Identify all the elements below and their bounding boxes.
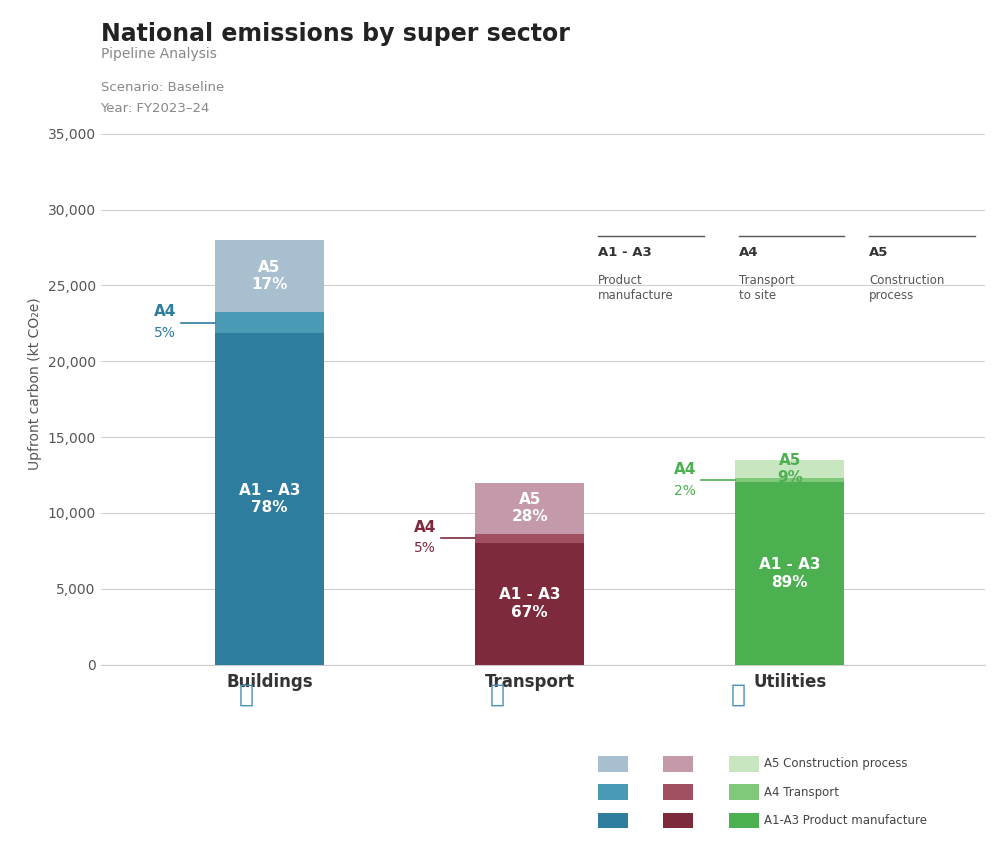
Text: A1-A3 Product manufacture: A1-A3 Product manufacture: [764, 814, 927, 828]
Text: A4: A4: [673, 462, 696, 477]
Text: 2%: 2%: [674, 483, 696, 498]
Text: Transport
to site: Transport to site: [739, 274, 794, 302]
Text: Product
manufacture: Product manufacture: [598, 274, 673, 302]
Text: A4 Transport: A4 Transport: [764, 785, 839, 799]
Bar: [215, 312, 325, 333]
Text: A5
28%: A5 28%: [512, 492, 548, 524]
Text: A5
9%: A5 9%: [777, 453, 803, 485]
Text: 🏢: 🏢: [239, 683, 253, 707]
Text: National emissions by super sector: National emissions by super sector: [100, 22, 570, 46]
Bar: [475, 533, 584, 543]
Text: 5%: 5%: [414, 541, 436, 556]
Text: A4: A4: [739, 246, 758, 259]
Bar: [736, 478, 844, 482]
Text: A1 - A3: A1 - A3: [598, 246, 651, 259]
Bar: [736, 482, 844, 665]
Bar: [215, 240, 325, 312]
Text: A5
17%: A5 17%: [251, 260, 287, 293]
Text: Year: FY2023–24: Year: FY2023–24: [100, 102, 210, 115]
Text: Pipeline Analysis: Pipeline Analysis: [100, 47, 216, 61]
Text: A4: A4: [414, 520, 436, 535]
Text: A5: A5: [869, 246, 888, 259]
Text: 🌉: 🌉: [490, 683, 505, 707]
Text: A4: A4: [154, 305, 176, 319]
Y-axis label: Upfront carbon (kt CO₂e): Upfront carbon (kt CO₂e): [28, 298, 42, 470]
Text: A5 Construction process: A5 Construction process: [764, 757, 908, 771]
Text: A1 - A3
89%: A1 - A3 89%: [759, 557, 820, 589]
Text: Scenario: Baseline: Scenario: Baseline: [100, 81, 224, 94]
Bar: [215, 333, 325, 665]
Bar: [475, 543, 584, 665]
Text: A1 - A3
78%: A1 - A3 78%: [239, 482, 300, 515]
Text: 5%: 5%: [154, 326, 176, 340]
Bar: [736, 460, 844, 478]
Text: Construction
process: Construction process: [869, 274, 945, 302]
Text: 🏭: 🏭: [732, 683, 746, 707]
Bar: [475, 482, 584, 533]
Text: A1 - A3
67%: A1 - A3 67%: [498, 588, 561, 620]
